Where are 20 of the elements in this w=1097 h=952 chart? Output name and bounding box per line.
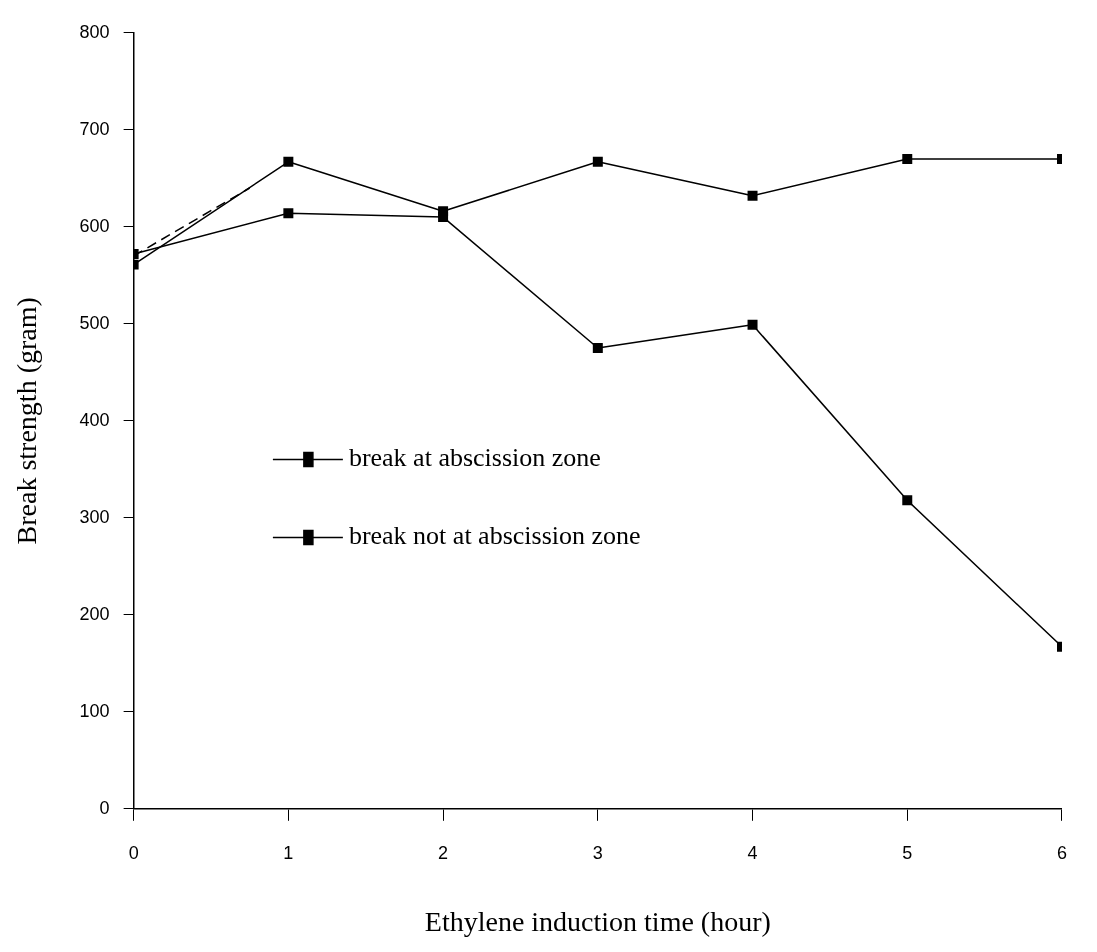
y-tick-label: 600 bbox=[79, 215, 110, 236]
y-tick-label: 200 bbox=[79, 603, 110, 624]
x-tick-label: 3 bbox=[592, 842, 603, 863]
x-axis-title: Ethylene induction time (hour) bbox=[424, 905, 771, 937]
y-tick-label: 300 bbox=[79, 506, 110, 527]
x-tick-label: 2 bbox=[438, 842, 449, 863]
x-tick-label: 0 bbox=[128, 842, 139, 863]
y-tick-label: 500 bbox=[79, 312, 110, 333]
x-tick-label: 6 bbox=[1056, 842, 1067, 863]
y-axis-title: Break strength (gram) bbox=[11, 297, 43, 545]
legend-label: break at abscission zone bbox=[348, 443, 601, 473]
x-tick-label: 1 bbox=[283, 842, 294, 863]
legend-label: break not at abscission zone bbox=[348, 521, 641, 551]
y-tick-label: 100 bbox=[79, 700, 110, 721]
y-tick-label: 800 bbox=[79, 21, 110, 42]
y-tick-label: 400 bbox=[79, 409, 110, 430]
y-tick-label: 0 bbox=[99, 797, 110, 818]
x-tick-label: 4 bbox=[747, 842, 758, 863]
y-tick-label: 700 bbox=[79, 118, 110, 139]
x-tick-label: 5 bbox=[902, 842, 913, 863]
